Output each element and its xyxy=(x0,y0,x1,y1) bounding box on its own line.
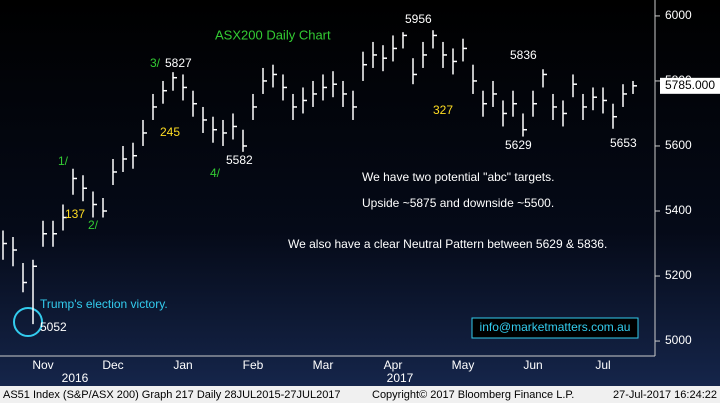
x-tick-label: Jul xyxy=(595,358,610,372)
annotation: 5629 xyxy=(505,138,532,152)
last-price-label: 5785.000 xyxy=(665,78,715,92)
contact: info@marketmatters.com.au xyxy=(480,320,631,334)
annotation: 5653 xyxy=(610,136,637,150)
y-tick-label: 6000 xyxy=(665,8,692,22)
y-tick-label: 5400 xyxy=(665,203,692,217)
x-tick-label: Feb xyxy=(243,358,264,372)
x-tick-label: Apr xyxy=(384,358,403,372)
footer-right: 27-Jul-2017 16:24:22 xyxy=(613,389,717,401)
x-tick-label: Mar xyxy=(313,358,334,372)
annotation: 5827 xyxy=(165,56,192,70)
x-tick-label: Jun xyxy=(523,358,542,372)
y-tick-label: 5200 xyxy=(665,268,692,282)
y-tick-label: 5600 xyxy=(665,138,692,152)
annotation: 327 xyxy=(433,103,453,117)
contact-box xyxy=(471,317,639,339)
annotation: 5956 xyxy=(405,12,432,26)
footer-left: AS51 Index (S&P/ASX 200) Graph 217 Daily… xyxy=(3,389,341,401)
x-tick-label: Nov xyxy=(32,358,53,372)
annotation: 245 xyxy=(160,125,180,139)
x-tick-label: Jan xyxy=(173,358,192,372)
annotation: 4/ xyxy=(210,166,221,180)
annotation: 3/ xyxy=(150,56,161,70)
annotation: 1/ xyxy=(58,154,69,168)
annotation: We also have a clear Neutral Pattern bet… xyxy=(288,237,607,251)
annotation: 137 xyxy=(65,207,85,221)
year-label: 2017 xyxy=(387,371,414,385)
year-label: 2016 xyxy=(62,371,89,385)
annotation: Upside ~5875 and downside ~5500. xyxy=(362,196,554,210)
footer-mid: Copyright© 2017 Bloomberg Finance L.P. xyxy=(372,389,574,401)
annotation: Trump's election victory. xyxy=(40,297,168,311)
highlight-circle xyxy=(13,307,43,337)
annotation: We have two potential "abc" targets. xyxy=(362,170,554,184)
annotation: 5582 xyxy=(226,153,253,167)
y-tick-label: 5000 xyxy=(665,333,692,347)
annotation: 5836 xyxy=(510,48,537,62)
x-tick-label: Dec xyxy=(102,358,123,372)
annotation: 5052 xyxy=(40,320,67,334)
footer-bg xyxy=(0,386,720,403)
last-price-box xyxy=(660,77,720,94)
x-tick-label: May xyxy=(452,358,475,372)
annotation: 2/ xyxy=(88,218,99,232)
chart-title: ASX200 Daily Chart xyxy=(215,27,331,42)
